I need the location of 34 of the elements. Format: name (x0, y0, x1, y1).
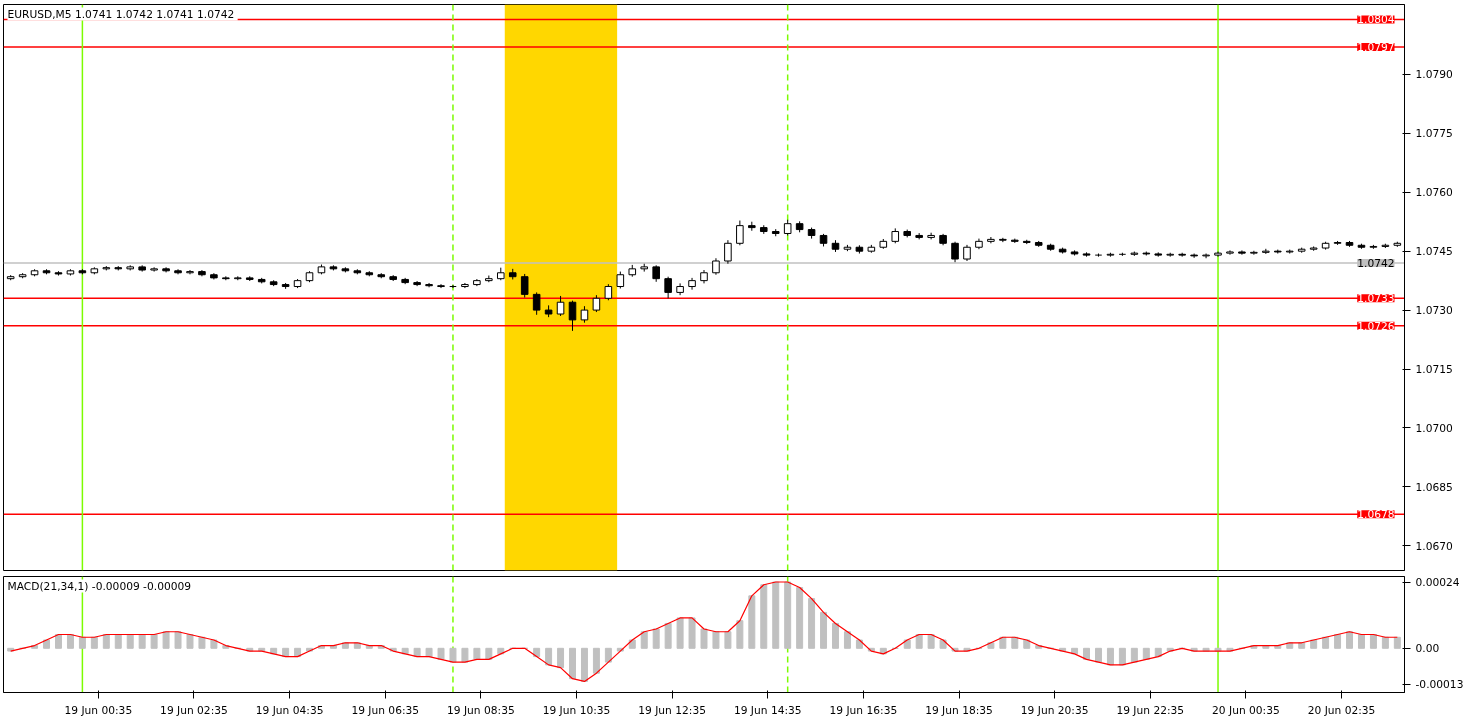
y-tick-label: 1.0760 (1415, 186, 1454, 200)
ref-line-label: 1.0733 (1357, 292, 1395, 306)
x-tick-label: 19 Jun 04:35 (255, 703, 324, 717)
x-tick-label: 19 Jun 20:35 (1020, 703, 1089, 717)
y-tick-label: 1.0790 (1415, 68, 1454, 82)
chart-title: MACD(21,34,1) -0.00009 -0.00009 (7, 579, 192, 593)
x-tick-label: 19 Jun 00:35 (64, 703, 133, 717)
y-tick-label: -0.00013 (1415, 678, 1464, 692)
y-tick-label: 1.0730 (1415, 304, 1454, 318)
ref-line-label: 1.0678 (1357, 508, 1395, 522)
x-tick-label: 19 Jun 02:35 (160, 703, 228, 717)
x-tick-label: 19 Jun 08:35 (447, 703, 515, 717)
x-tick-label: 19 Jun 18:35 (925, 703, 993, 717)
x-tick-label: 19 Jun 06:35 (351, 703, 420, 717)
chart-title: EURUSD,M5 1.0741 1.0742 1.0741 1.0742 (7, 7, 235, 21)
y-tick-label: 1.0745 (1415, 245, 1453, 259)
y-tick-label: 1.0775 (1415, 127, 1453, 141)
y-tick-label: 0.00 (1415, 642, 1440, 656)
ref-line-label: 1.0797 (1357, 40, 1395, 54)
y-tick-label: 1.0700 (1415, 421, 1454, 435)
y-tick-label: 1.0715 (1415, 363, 1453, 376)
x-tick-label: 20 Jun 02:35 (1307, 703, 1376, 717)
x-tick-label: 20 Jun 00:35 (1212, 703, 1280, 717)
x-tick-label: 19 Jun 16:35 (829, 703, 898, 717)
ref-line-label: 1.0804 (1357, 13, 1395, 27)
x-tick-label: 19 Jun 10:35 (542, 703, 611, 717)
ref-line-label: 1.0742 (1357, 256, 1395, 270)
x-tick-label: 19 Jun 12:35 (638, 703, 706, 717)
y-tick-label: 1.0670 (1415, 539, 1454, 553)
x-tick-label: 19 Jun 14:35 (733, 703, 802, 717)
y-tick-label: 0.00024 (1415, 576, 1460, 590)
x-tick-label: 19 Jun 22:35 (1116, 703, 1185, 717)
y-tick-label: 1.0685 (1415, 480, 1453, 494)
ref-line-label: 1.0726 (1357, 319, 1395, 333)
